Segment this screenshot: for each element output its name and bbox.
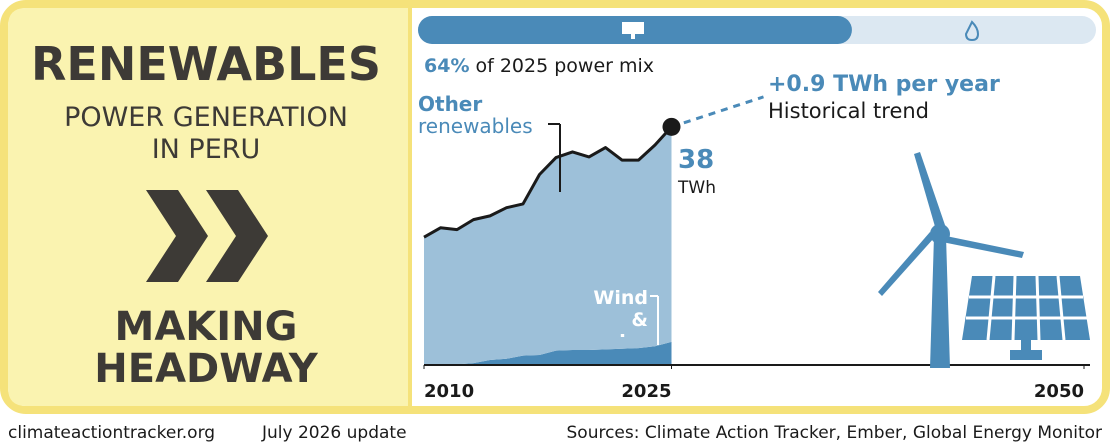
chevrons [146, 190, 268, 282]
mix-text: of 2025 power mix [475, 55, 654, 77]
series-label: Other renewables [418, 93, 533, 138]
rating: MAKING [115, 304, 298, 350]
subtitle: POWER GENERATION [64, 102, 348, 133]
subtitle: IN PERU [152, 134, 261, 165]
series-label: Other renewables [418, 93, 533, 138]
end-unit: TWh [677, 178, 716, 198]
left-panel [8, 8, 408, 406]
series-label: Wind & solar [593, 287, 648, 337]
trend-line [671, 95, 764, 129]
trend-note: Historical trend [768, 99, 929, 123]
wind-turbine [878, 152, 1024, 368]
x-tick-label: 2025 [621, 381, 671, 402]
series-label: Wind & solar [593, 287, 648, 337]
gas-icon [964, 20, 980, 42]
title: RENEWABLES [31, 37, 381, 91]
rating: HEADWAY [94, 346, 318, 392]
divider [408, 8, 412, 406]
trend-label: +0.9 TWh per year [768, 72, 1000, 97]
area [424, 341, 672, 365]
end-value: 38 [678, 145, 714, 175]
x-tick-label: 2050 [1034, 381, 1084, 402]
solar-icon [622, 22, 644, 39]
footer-update: July 2026 update [261, 423, 407, 443]
solar-panel [962, 275, 1090, 360]
end-dot [662, 117, 681, 136]
footer-site: climateactiontracker.org [8, 423, 215, 443]
mix-share: 64% [424, 55, 469, 77]
area [424, 126, 672, 365]
mix-caption: 64% of 2025 power mix [424, 55, 654, 77]
footer-sources: Sources: Climate Action Tracker, Ember, … [567, 423, 1103, 443]
total-line [423, 125, 673, 239]
x-tick-label: 2010 [424, 381, 474, 402]
